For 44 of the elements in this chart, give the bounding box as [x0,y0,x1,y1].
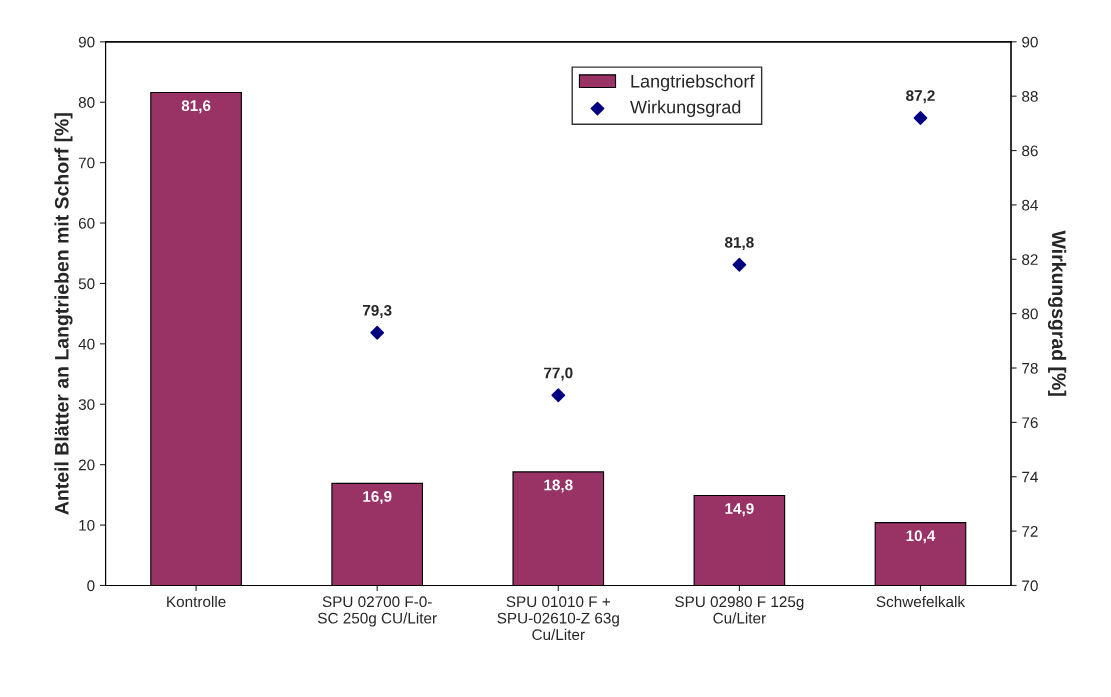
x-tick-label: SPU 02700 F-0- SC 250g CU/Liter [318,596,437,627]
y-tick-label: 80 [78,97,95,108]
data-label: 16,9 [363,491,392,505]
y2-tick-label: 74 [1022,471,1038,483]
x-tick-label: Schwefelkalk [876,595,966,608]
bar [874,522,967,586]
data-label: 77,0 [544,367,573,381]
data-label: 10,4 [906,530,936,544]
legend-label: Langtriebschorf [631,74,755,92]
y-tick-label: 60 [78,217,95,229]
data-label: 81,6 [181,100,211,114]
y2-tick-label: 70 [1022,580,1038,592]
x-tick-label: Kontrolle [167,595,226,608]
legend-label: Wirkungsgrad [630,100,741,118]
bar [512,471,605,586]
y2-tick-label: 86 [1022,145,1038,157]
data-label: 81,8 [724,236,754,251]
y-tick-label: 10 [79,519,95,531]
bar [693,494,786,586]
data-label: 87,2 [906,90,935,104]
y-tick-label: 90 [78,36,95,48]
data-label: 79,3 [362,304,392,318]
y-tick-label: 30 [78,399,95,410]
y2-tick-label: 84 [1022,199,1038,211]
y2-tick-label: 90 [1022,36,1038,48]
data-label: 14,9 [725,503,754,517]
y2-axis-title: Wirkungsgrad [%] [1047,230,1067,396]
y-tick-label: 20 [78,459,95,471]
y2-tick-label: 82 [1022,254,1038,265]
y2-tick-label: 88 [1022,91,1038,102]
y-tick-label: 70 [78,157,95,169]
x-tick-label: SPU 02980 F 125g Cu/Liter [675,596,804,624]
y-axis-title: Anteil Blätter an Langtrieben mit Schorf [%] [54,113,73,515]
bar [331,482,424,586]
data-label: 18,8 [544,479,573,493]
y2-tick-label: 72 [1022,525,1038,537]
y-tick-label: 40 [78,338,95,350]
x-tick-label: SPU 01010 F + SPU-02610-Z 63g Cu/Liter [497,596,619,641]
y2-tick-label: 78 [1022,362,1038,374]
y-tick-label: 50 [78,278,95,290]
y2-tick-label: 80 [1022,308,1038,320]
y-tick-label: 0 [87,580,95,592]
y2-tick-label: 76 [1022,417,1038,429]
bar [150,92,242,586]
